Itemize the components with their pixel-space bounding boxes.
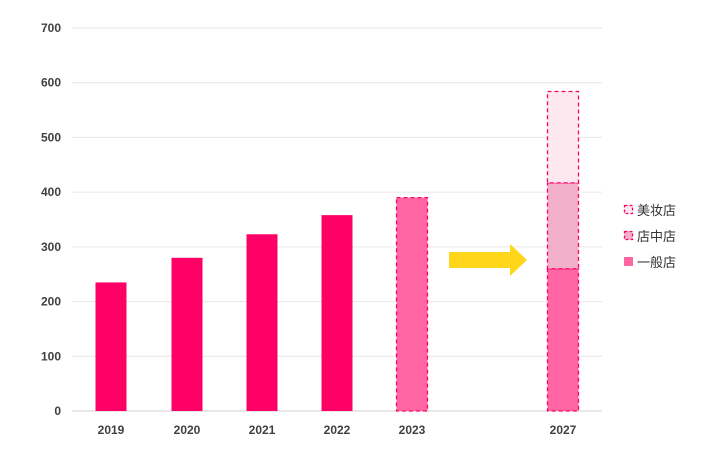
y-tick-label: 700 xyxy=(41,21,61,35)
bar-2023-general xyxy=(395,196,429,412)
bar-2019-general xyxy=(95,282,127,411)
y-tick-label: 500 xyxy=(41,130,61,144)
y-axis: 0 100 200 300 400 500 600 700 xyxy=(41,21,61,418)
y-tick-label: 400 xyxy=(41,185,61,199)
legend-swatch-icon xyxy=(623,230,634,241)
bar-2027-beauty xyxy=(546,90,580,184)
bar-2027-shop-in-shop xyxy=(546,182,580,270)
y-tick-label: 100 xyxy=(41,349,61,363)
legend-label: 一般店 xyxy=(637,255,676,271)
y-tick-label: 600 xyxy=(41,76,61,90)
x-tick-label: 2022 xyxy=(324,423,351,437)
y-tick-label: 200 xyxy=(41,295,61,309)
bar-2022-general xyxy=(321,215,353,411)
legend-label: 店中店 xyxy=(637,230,676,245)
x-tick-label: 2023 xyxy=(399,423,426,437)
x-tick-label: 2021 xyxy=(249,423,276,437)
bar-2021-general xyxy=(246,234,278,411)
legend-label: 美妆店 xyxy=(637,204,676,219)
legend-general: 一般店 xyxy=(624,255,676,271)
legend-swatch-icon xyxy=(624,257,633,266)
x-tick-label: 2019 xyxy=(98,423,125,437)
x-tick-label: 2027 xyxy=(550,423,577,437)
x-axis: 2019 2020 2021 2022 2023 2027 xyxy=(98,423,577,437)
arrow-icon xyxy=(449,244,527,276)
bars xyxy=(95,90,580,412)
legend-swatch-icon xyxy=(623,204,634,215)
legend-shop-in-shop: 店中店 xyxy=(623,230,676,245)
bar-2020-general xyxy=(171,257,203,411)
legend-beauty: 美妆店 xyxy=(623,204,676,219)
trend-arrow xyxy=(449,244,527,276)
y-tick-label: 300 xyxy=(41,240,61,254)
y-tick-label: 0 xyxy=(54,404,61,418)
x-tick-label: 2020 xyxy=(174,423,201,437)
bar-2027-general xyxy=(546,268,580,412)
